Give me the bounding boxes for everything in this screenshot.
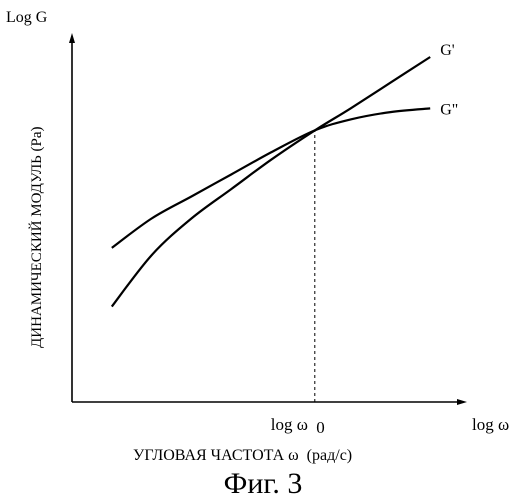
series-line-g-double-prime xyxy=(112,108,430,248)
x-marker-label: log ω 0 xyxy=(271,415,325,437)
x-axis-label: УГЛОВАЯ ЧАСТОТА ω (рад/с) xyxy=(133,447,352,464)
x-marker-label-subscript: 0 xyxy=(316,418,325,437)
series-label-g-double-prime: G" xyxy=(440,101,458,118)
series-line-g-prime xyxy=(112,57,430,307)
figure-caption: Фиг. 3 xyxy=(224,467,303,499)
y-axis-label: ДИНАМИЧЕСКИЙ МОДУЛЬ (Pa) xyxy=(28,126,45,348)
y-axis-arrow-icon xyxy=(69,33,75,43)
x-marker-label-text: log ω xyxy=(271,415,308,434)
y-axis-title: Log G xyxy=(6,9,48,26)
x-axis-arrow-icon xyxy=(457,399,467,405)
x-axis-end-label: log ω xyxy=(472,415,509,434)
series-label-g-prime: G' xyxy=(440,42,455,59)
